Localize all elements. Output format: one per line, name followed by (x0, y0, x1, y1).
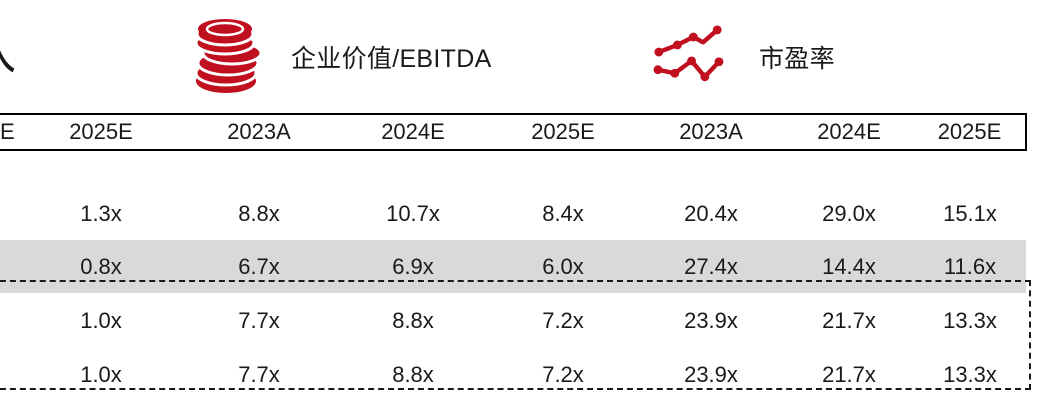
cell: 23.9x (684, 362, 738, 387)
cell: 1.3x (80, 201, 122, 226)
legend-label-pe: 市盈率 (759, 44, 835, 73)
column-header-partial: E (0, 113, 22, 151)
cell: 8.8x (392, 307, 434, 333)
cell: 13.3x (943, 362, 997, 387)
cell: 8.8x (392, 362, 434, 387)
cell: 1.0x (80, 307, 122, 333)
coins-icon (188, 15, 264, 99)
column-header-2024e-pe: 2024E (784, 113, 914, 151)
cell: 8.8x (238, 201, 280, 226)
cell: 14.4x (784, 240, 914, 293)
column-header-2024e-ebitda: 2024E (338, 113, 488, 151)
cell: 6.0x (488, 240, 638, 293)
row-stub (0, 348, 22, 402)
table-header-row: E 2025E 2023A 2024E 2025E 2023A 2024E 20… (0, 113, 1027, 151)
table-row: 1.3x 8.8x 10.7x 8.4x 20.4x 29.0x 15.1x (0, 150, 1026, 240)
legend-label-ev-ebitda: 企业价值/EBITDA (291, 44, 492, 73)
cell: 21.7x (822, 307, 876, 333)
cell: 8.4x (542, 201, 584, 226)
cell: 15.1x (943, 201, 997, 226)
cell: 13.3x (943, 307, 997, 333)
row-stub (0, 240, 22, 293)
cell: 7.2x (542, 362, 584, 387)
column-header-2023a-ebitda: 2023A (180, 113, 338, 151)
cell: 27.4x (638, 240, 784, 293)
cell: 29.0x (822, 201, 876, 226)
cell: 10.7x (386, 201, 440, 226)
table-row-highlighted: 0.8x 6.7x 6.9x 6.0x 27.4x 14.4x 11.6x (0, 240, 1026, 293)
cell: 6.9x (338, 240, 488, 293)
cell: 23.9x (684, 307, 738, 333)
cell: 21.7x (822, 362, 876, 387)
line-chart-icon (650, 18, 734, 94)
cropped-revenue-label: 入 (0, 18, 16, 82)
cell: 7.7x (238, 307, 280, 333)
valuation-table: E 2025E 2023A 2024E 2025E 2023A 2024E 20… (0, 113, 1027, 402)
row-stub (0, 150, 22, 240)
table-row: 1.0x 7.7x 8.8x 7.2x 23.9x 21.7x 13.3x (0, 293, 1026, 348)
column-header-2025e-pe: 2025E (914, 113, 1027, 151)
column-header-2023a-pe: 2023A (638, 113, 784, 151)
legend-row: 入 企业价值/EBITDA (0, 0, 1039, 113)
column-header-2025e-revenue: 2025E (22, 113, 180, 151)
row-stub (0, 293, 22, 348)
cell: 11.6x (914, 240, 1026, 293)
column-header-2025e-ebitda: 2025E (488, 113, 638, 151)
cell: 6.7x (180, 240, 338, 293)
cell: 7.7x (238, 362, 280, 387)
cell: 7.2x (542, 307, 584, 333)
cell: 20.4x (684, 201, 738, 226)
cell: 0.8x (22, 240, 180, 293)
cell: 1.0x (80, 362, 122, 387)
table-row: 1.0x 7.7x 8.8x 7.2x 23.9x 21.7x 13.3x (0, 348, 1026, 402)
